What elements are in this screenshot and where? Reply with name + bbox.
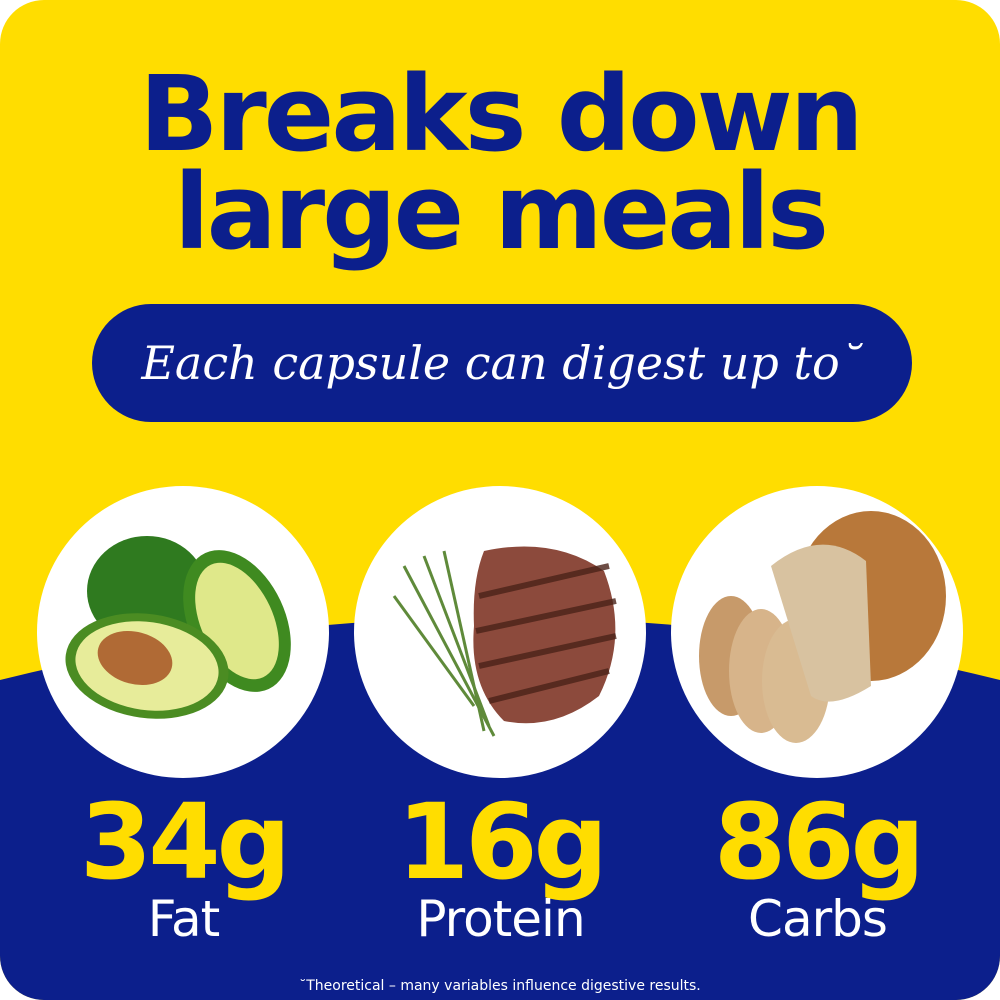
subtitle-text: Each capsule can digest up to˘	[141, 336, 863, 390]
footnote: ˘Theoretical – many variables influence …	[299, 978, 701, 994]
carbs-label: Carbs	[748, 890, 888, 948]
steak-image	[354, 486, 646, 778]
protein-amount: 16g	[396, 781, 608, 903]
avocado-image	[37, 486, 329, 778]
fat-label: Fat	[147, 890, 220, 948]
bread-image	[671, 486, 963, 778]
subtitle-pill: Each capsule can digest up to˘	[92, 304, 912, 422]
carbs-amount: 86g	[713, 781, 925, 903]
title-line-2: large meals	[174, 151, 829, 273]
title-line-1: Breaks down	[139, 53, 864, 175]
protein-label: Protein	[416, 890, 585, 948]
fat-amount: 34g	[79, 781, 291, 903]
